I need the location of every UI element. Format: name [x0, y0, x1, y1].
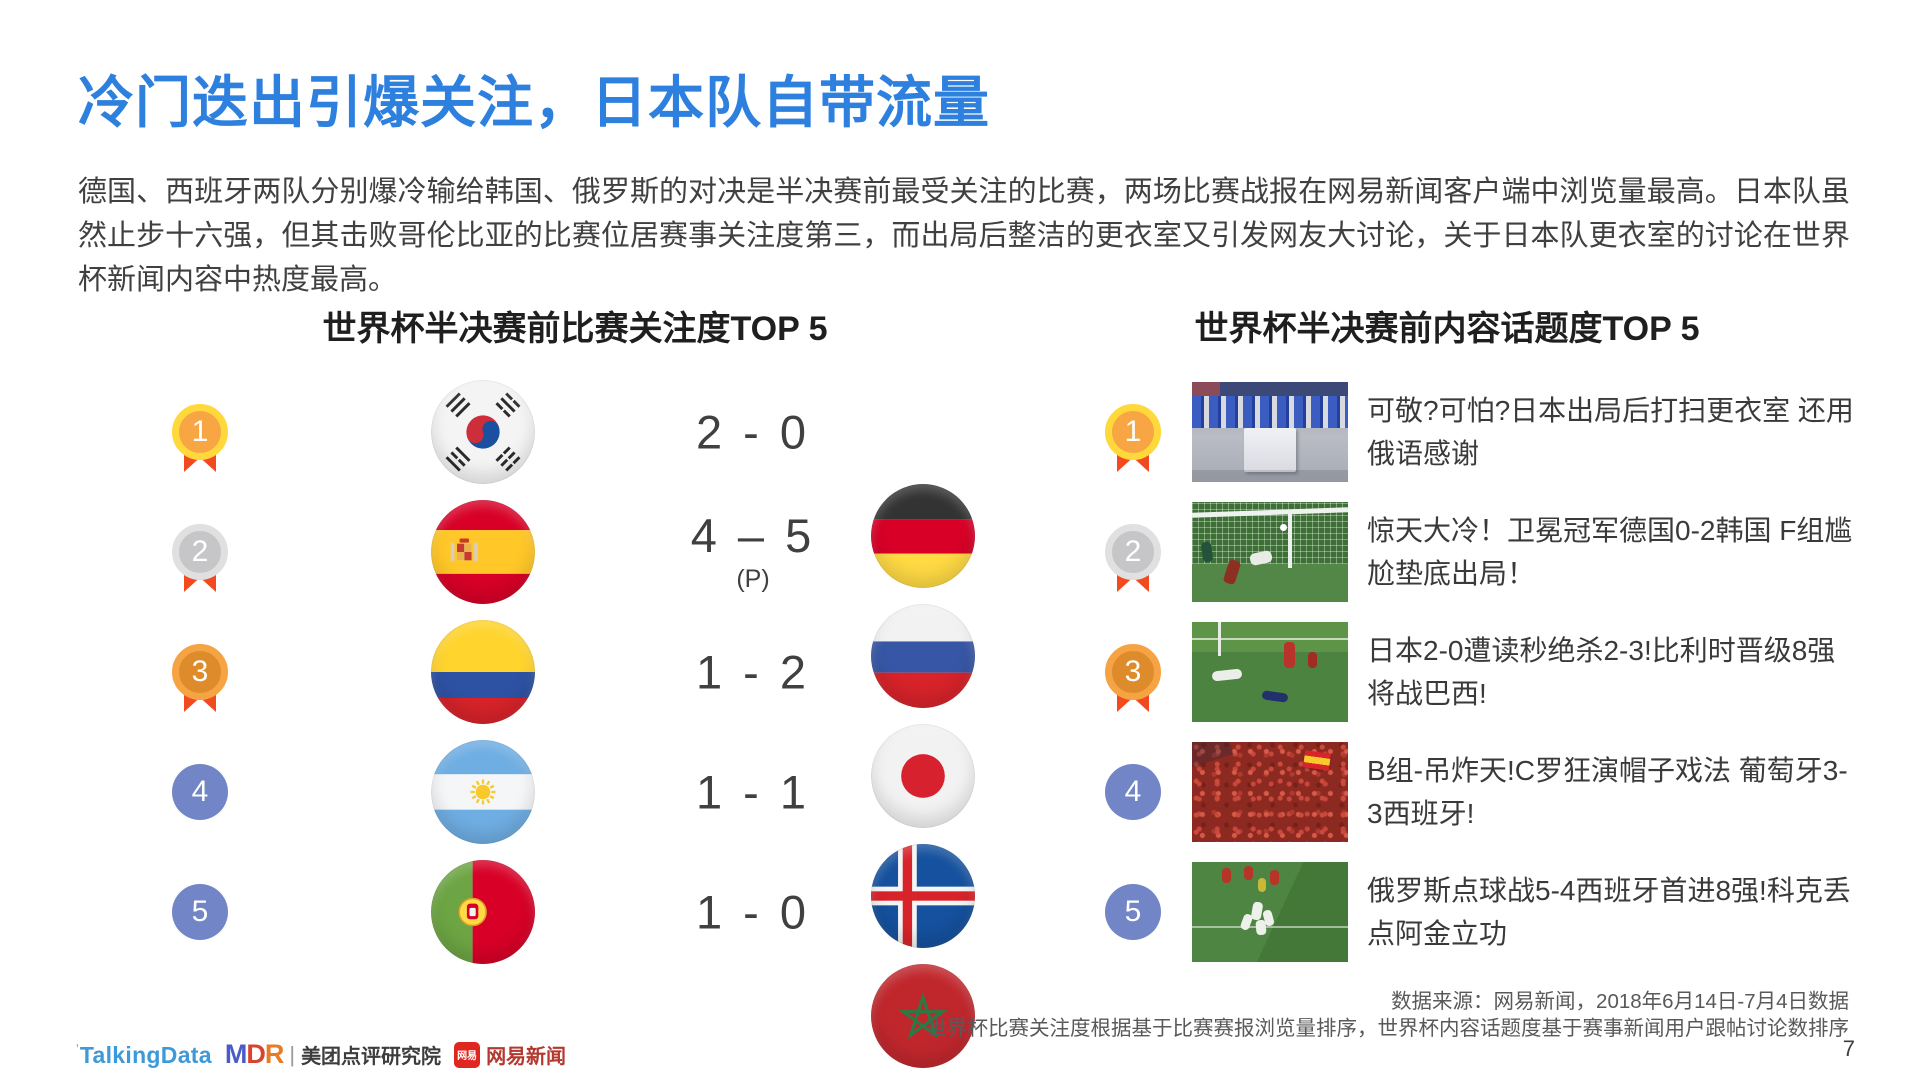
flag-morocco-icon [871, 964, 975, 1068]
data-source-note: 数据来源：网易新闻，2018年6月14日-7月4日数据 世界杯比赛关注度根据基于… [927, 988, 1850, 1042]
rank-number: 3 [172, 644, 228, 700]
thumbnail-portugal-spain-fans [1192, 742, 1348, 842]
match-row-4: 4 1 - 1 [140, 737, 975, 948]
flag-argentina-icon [431, 740, 535, 844]
rank-number: 2 [1105, 524, 1161, 580]
netease-badge-icon: 网易 [454, 1041, 481, 1068]
talkingdata-wordmark: TalkingData [79, 1041, 212, 1068]
match-score: 1 - 2 [695, 645, 811, 699]
page-title: 冷门迭出引爆关注，日本队自带流量 [78, 71, 990, 134]
mdr-label: 美团点评研究院 [301, 1046, 442, 1068]
rank-4-badge: 4 [172, 764, 228, 820]
match-score: 4 – 5 [690, 509, 816, 562]
match-row-2: 2 4 – 5 (P) [140, 497, 975, 708]
talkingdata-logo: ' TalkingData [76, 1042, 212, 1068]
rank-5-badge: 5 [172, 884, 228, 940]
rank-number: 2 [172, 524, 228, 580]
rank-1-gold-medal-icon: 1 [172, 404, 228, 472]
headline-text: B组-吊炸天!C罗狂演帽子戏法 葡萄牙3-3西班牙! [1367, 755, 1848, 829]
match-score: 2 - 0 [695, 405, 811, 459]
logo-divider: | [289, 1041, 296, 1067]
flag-south-korea-icon [431, 380, 535, 484]
page-number: 7 [1842, 1036, 1855, 1061]
news-row-5: 5 俄罗斯点球战5-4西班牙首进8强!科克丢点阿金立功 [1095, 857, 1875, 967]
source-line-1: 数据来源：网易新闻，2018年6月14日-7月4日数据 [1391, 990, 1849, 1013]
rank-2-silver-medal-icon: 2 [172, 524, 228, 592]
news-row-3: 3 日本2-0遭读秒绝杀2-3!比利时晋级8强将战巴西! [1095, 617, 1875, 727]
talkingdata-tick-icon: ' [76, 1040, 79, 1058]
netease-news-logo: 网易 网易新闻 [454, 1040, 566, 1069]
headline-text: 俄罗斯点球战5-4西班牙首进8强!科克丢点阿金立功 [1367, 875, 1851, 949]
news-row-4: 4 B组-吊炸天!C罗狂演帽子戏法 葡萄牙3-3西班牙! [1095, 737, 1875, 847]
intro-paragraph: 德国、西班牙两队分别爆冷输给韩国、俄罗斯的对决是半决赛前最受关注的比赛，两场比赛… [78, 176, 1850, 296]
thumbnail-russia-spain-penalties [1192, 862, 1348, 962]
rank-number: 1 [172, 404, 228, 460]
rank-number: 3 [1105, 644, 1161, 700]
headline-text: 日本2-0遭读秒绝杀2-3!比利时晋级8强将战巴西! [1367, 635, 1836, 709]
match-score: 1 - 0 [695, 885, 811, 939]
match-row-3: 3 1 - 2 [140, 617, 975, 828]
netease-news-label: 网易新闻 [486, 1046, 567, 1068]
flag-spain-icon [431, 500, 535, 604]
right-panel-header: 世界杯半决赛前内容话题度TOP 5 [1194, 310, 1700, 348]
news-row-1: 1 可敬?可怕?日本出局后打扫更衣室 还用俄语感谢 [1095, 377, 1875, 487]
news-row-2: 2 惊天大冷！卫冕冠军德国0-2韩国 F组尴尬垫底出局！ [1095, 497, 1875, 607]
rank-1-gold-medal-icon: 1 [1105, 404, 1161, 472]
mdr-wordmark: MDR [224, 1039, 284, 1069]
rank-number: 5 [172, 884, 228, 940]
rank-number: 5 [1105, 884, 1161, 940]
rank-3-bronze-medal-icon: 3 [1105, 644, 1161, 712]
flag-iceland-icon [871, 844, 975, 948]
rank-2-silver-medal-icon: 2 [1105, 524, 1161, 592]
rank-number: 4 [1105, 764, 1161, 820]
headline-text: 惊天大冷！卫冕冠军德国0-2韩国 F组尴尬垫底出局！ [1367, 515, 1853, 589]
penalty-note: (P) [736, 565, 770, 593]
thumbnail-japan-belgium-collapse [1192, 622, 1348, 722]
meituan-dianping-institute-logo: MDR | 美团点评研究院 [225, 1040, 441, 1069]
thumbnail-japan-locker-room [1192, 382, 1348, 482]
match-row-1: 1 2 - 0 [140, 377, 975, 588]
source-line-2: 世界杯比赛关注度根据基于比赛赛报浏览量排序，世界杯内容话题度基于赛事新闻用户跟帖… [926, 1017, 1850, 1040]
match-row-5: 5 1 - 0 [140, 857, 975, 1068]
thumbnail-germany-korea-goal [1192, 502, 1348, 602]
flag-japan-icon [871, 724, 975, 828]
rank-3-bronze-medal-icon: 3 [172, 644, 228, 712]
flag-portugal-icon [431, 860, 535, 964]
left-panel-header: 世界杯半决赛前比赛关注度TOP 5 [322, 310, 828, 348]
flag-colombia-icon [431, 620, 535, 724]
footer-logos: ' TalkingData MDR | 美团点评研究院 网易 网易新闻 [76, 1040, 566, 1069]
rank-number: 4 [172, 764, 228, 820]
rank-4-badge: 4 [1105, 764, 1161, 820]
rank-5-badge: 5 [1105, 884, 1161, 940]
match-score: 1 - 1 [695, 765, 811, 819]
rank-number: 1 [1105, 404, 1161, 460]
headline-text: 可敬?可怕?日本出局后打扫更衣室 还用俄语感谢 [1367, 395, 1854, 469]
